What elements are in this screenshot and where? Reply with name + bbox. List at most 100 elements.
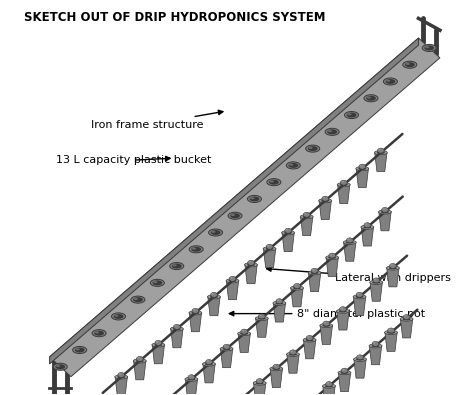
Ellipse shape: [282, 231, 294, 235]
Ellipse shape: [361, 225, 374, 229]
Polygon shape: [291, 288, 303, 307]
Polygon shape: [309, 273, 321, 292]
Ellipse shape: [247, 263, 255, 266]
Ellipse shape: [323, 197, 325, 198]
Ellipse shape: [172, 263, 182, 269]
Ellipse shape: [377, 148, 384, 153]
Polygon shape: [273, 303, 285, 322]
Ellipse shape: [402, 318, 410, 320]
Ellipse shape: [306, 335, 313, 340]
Ellipse shape: [277, 299, 279, 301]
Ellipse shape: [173, 327, 181, 330]
Ellipse shape: [286, 229, 288, 230]
Ellipse shape: [294, 284, 297, 286]
Ellipse shape: [370, 280, 383, 284]
Ellipse shape: [356, 355, 364, 360]
Ellipse shape: [300, 214, 313, 219]
Ellipse shape: [258, 314, 265, 319]
Ellipse shape: [229, 276, 236, 281]
Polygon shape: [301, 217, 313, 235]
Ellipse shape: [205, 363, 213, 365]
Polygon shape: [387, 268, 399, 287]
Ellipse shape: [245, 263, 257, 267]
Ellipse shape: [367, 96, 371, 99]
Ellipse shape: [210, 295, 218, 298]
Ellipse shape: [364, 226, 371, 228]
Polygon shape: [337, 184, 350, 203]
Ellipse shape: [267, 179, 281, 186]
Ellipse shape: [156, 341, 158, 342]
Ellipse shape: [357, 356, 360, 357]
Ellipse shape: [255, 382, 264, 384]
Ellipse shape: [404, 315, 407, 317]
Ellipse shape: [253, 381, 266, 385]
Ellipse shape: [284, 231, 292, 234]
Ellipse shape: [360, 165, 362, 166]
Polygon shape: [374, 152, 387, 171]
Polygon shape: [356, 169, 368, 188]
Ellipse shape: [188, 375, 195, 380]
Ellipse shape: [153, 280, 162, 285]
Ellipse shape: [337, 182, 350, 187]
Ellipse shape: [247, 196, 262, 203]
Ellipse shape: [293, 284, 301, 288]
Ellipse shape: [357, 293, 360, 295]
Polygon shape: [326, 258, 338, 276]
Polygon shape: [238, 333, 250, 352]
Ellipse shape: [383, 78, 397, 85]
Ellipse shape: [382, 207, 388, 213]
Ellipse shape: [312, 269, 315, 271]
Ellipse shape: [241, 329, 247, 334]
Ellipse shape: [137, 357, 140, 359]
Polygon shape: [115, 377, 128, 395]
Ellipse shape: [257, 379, 260, 381]
Polygon shape: [208, 297, 220, 316]
Polygon shape: [401, 319, 413, 338]
Polygon shape: [227, 281, 238, 300]
Ellipse shape: [326, 256, 338, 260]
Ellipse shape: [230, 277, 232, 278]
Polygon shape: [220, 349, 233, 368]
Polygon shape: [270, 369, 283, 387]
Ellipse shape: [303, 215, 310, 218]
Ellipse shape: [275, 302, 283, 305]
Ellipse shape: [223, 344, 230, 349]
Ellipse shape: [372, 344, 380, 347]
Ellipse shape: [400, 317, 413, 321]
Ellipse shape: [381, 211, 389, 213]
Ellipse shape: [250, 197, 255, 199]
Ellipse shape: [340, 307, 343, 309]
Polygon shape: [369, 346, 382, 365]
Ellipse shape: [273, 367, 280, 370]
Ellipse shape: [53, 363, 67, 370]
Ellipse shape: [189, 375, 191, 377]
Polygon shape: [344, 243, 356, 261]
Ellipse shape: [340, 180, 347, 185]
Ellipse shape: [310, 271, 319, 274]
Ellipse shape: [365, 223, 367, 225]
Ellipse shape: [137, 356, 143, 361]
Ellipse shape: [170, 263, 184, 270]
Ellipse shape: [325, 385, 333, 387]
Ellipse shape: [185, 377, 198, 381]
Ellipse shape: [306, 339, 314, 341]
Polygon shape: [264, 249, 276, 268]
Ellipse shape: [356, 295, 364, 298]
Ellipse shape: [173, 324, 180, 329]
Ellipse shape: [329, 253, 336, 258]
Ellipse shape: [111, 313, 126, 320]
Ellipse shape: [189, 246, 203, 253]
Ellipse shape: [347, 239, 350, 240]
Ellipse shape: [327, 129, 337, 134]
Ellipse shape: [320, 324, 333, 327]
Ellipse shape: [340, 371, 348, 374]
Ellipse shape: [224, 345, 227, 346]
Polygon shape: [50, 38, 440, 377]
Polygon shape: [255, 318, 268, 337]
Ellipse shape: [343, 240, 356, 245]
Ellipse shape: [73, 346, 87, 354]
Polygon shape: [254, 383, 266, 395]
Ellipse shape: [259, 314, 262, 316]
Ellipse shape: [193, 309, 195, 310]
Ellipse shape: [150, 279, 164, 286]
